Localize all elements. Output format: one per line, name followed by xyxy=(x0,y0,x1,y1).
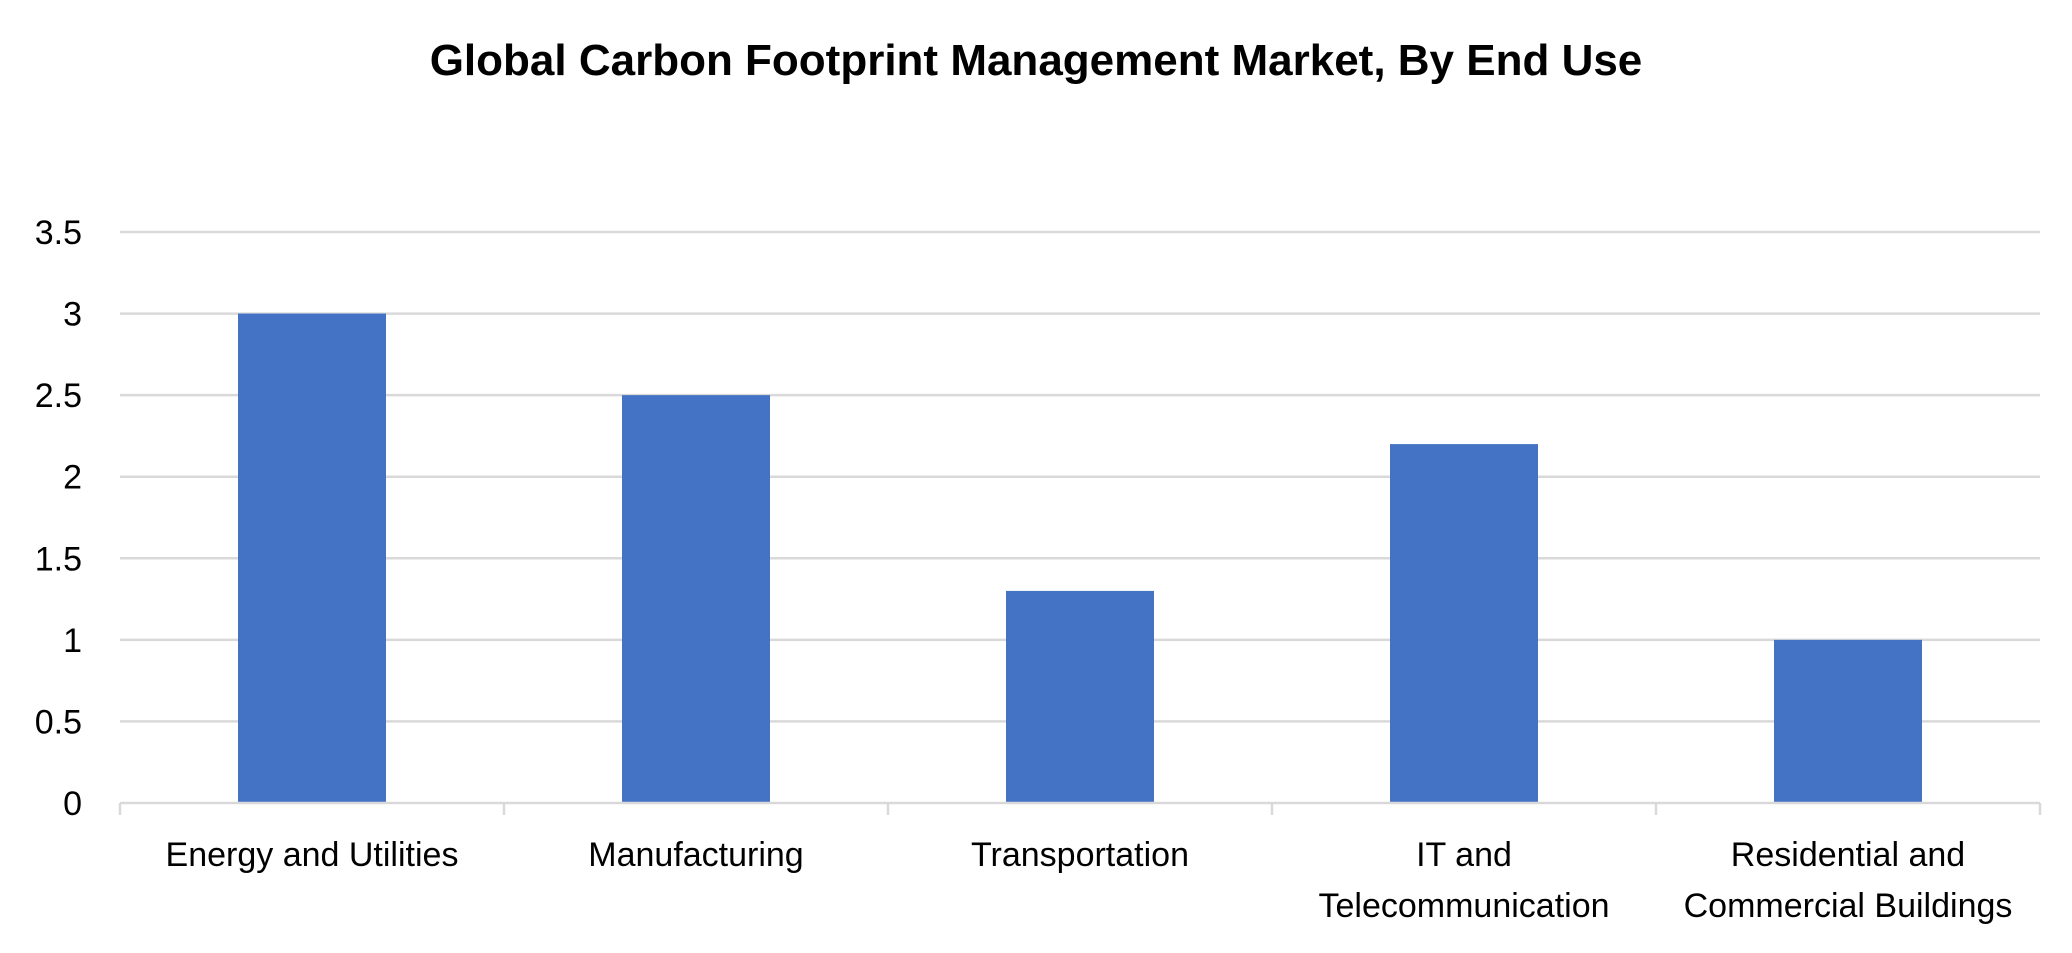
x-tick-label: Manufacturing xyxy=(588,836,803,874)
x-tick-label-line: Telecommunication xyxy=(1318,887,1609,925)
bars xyxy=(238,313,1922,803)
x-tick-label-line: Manufacturing xyxy=(588,836,803,874)
y-tick-label: 0 xyxy=(63,785,82,823)
bar xyxy=(1390,444,1538,803)
y-axis-tick-labels: 0 0.5 1 1.5 2 2.5 3 3.5 xyxy=(35,214,82,823)
x-tick-label-line: Transportation xyxy=(971,836,1189,874)
x-tick-label-line: Energy and Utilities xyxy=(166,836,459,874)
x-tick-label: Energy and Utilities xyxy=(166,836,459,874)
x-tick-label: Transportation xyxy=(971,836,1189,874)
y-tick-label: 3.5 xyxy=(35,214,82,252)
x-tick-label: Residential and Commercial Buildings xyxy=(1684,836,2013,925)
x-axis-tick-labels: Energy and Utilities Manufacturing Transpo… xyxy=(166,836,2013,925)
bar xyxy=(1006,590,1154,803)
bar xyxy=(1774,639,1922,803)
y-tick-label: 1.5 xyxy=(35,540,82,578)
y-tick-label: 0.5 xyxy=(35,703,82,741)
bar xyxy=(622,395,770,803)
x-tick-label-line: Commercial Buildings xyxy=(1684,887,2013,925)
y-tick-label: 2.5 xyxy=(35,377,82,415)
x-tick-label-line: Residential and xyxy=(1731,836,1965,874)
y-tick-label: 1 xyxy=(63,622,82,660)
y-tick-label: 3 xyxy=(63,296,82,334)
x-axis xyxy=(118,801,2042,815)
x-tick-label: IT and Telecommunication xyxy=(1318,836,1609,925)
y-tick-label: 2 xyxy=(63,459,82,497)
bar xyxy=(238,313,386,803)
x-tick-label-line: IT and xyxy=(1416,836,1512,874)
chart-title: Global Carbon Footprint Management Marke… xyxy=(429,36,1643,85)
